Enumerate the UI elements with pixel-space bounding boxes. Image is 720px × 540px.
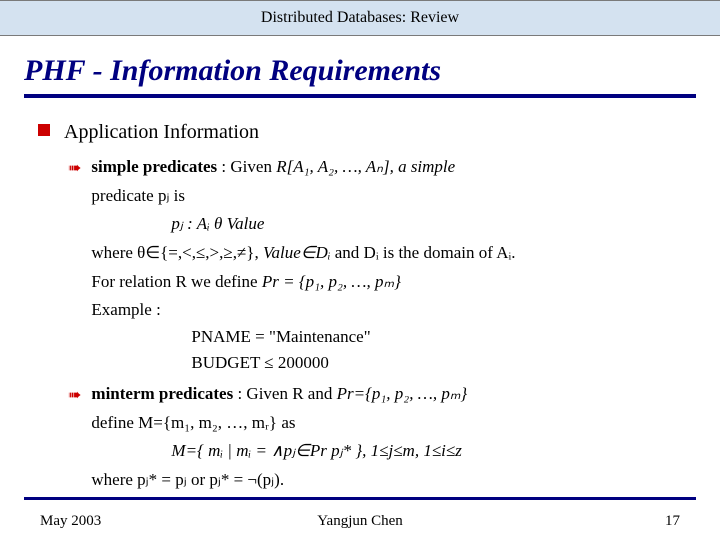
footer-line	[24, 497, 696, 500]
sub1-label: simple predicates	[91, 157, 217, 176]
footer-center: Yangjun Chen	[317, 513, 403, 530]
footer-right: 17	[665, 513, 680, 530]
sub1-ex2: BUDGET ≤ 200000	[191, 351, 682, 376]
sub-bullet-simple-predicates: ➠ simple predicates : Given R[A₁, A₂, …,…	[68, 155, 682, 376]
sub2-define: define M={m₁, m₂, …, mᵣ} as	[91, 411, 682, 436]
sub1-for-relation: For relation R we define Pr = {p₁, p₂, ……	[91, 270, 682, 295]
arrow-icon: ➠	[68, 384, 81, 407]
sub2-content: minterm predicates : Given R and Pr={p₁,…	[91, 382, 682, 493]
sub1-formula: pⱼ : Aᵢ θ Value	[171, 212, 682, 237]
header-title: Distributed Databases: Review	[261, 9, 459, 27]
slide-content: Application Information ➠ simple predica…	[0, 98, 720, 493]
slide-title: PHF - Information Requirements	[0, 36, 720, 94]
sub1-ex1: PNAME = "Maintenance"	[191, 325, 682, 350]
sub1-relation: R[A₁, A₂, …, Aₙ], a simple	[276, 157, 455, 176]
main-bullet-row: Application Information	[38, 118, 682, 147]
sub1-example-label: Example :	[91, 298, 682, 323]
sub2-prset: Pr={p₁, p₂, …, pₘ}	[337, 384, 468, 403]
sub1-where: where θ∈{=,<,≤,>,≥,≠}, Value∈Dᵢ and Dᵢ i…	[91, 241, 682, 266]
sub2-label: minterm predicates	[91, 384, 233, 403]
sub1-content: simple predicates : Given R[A₁, A₂, …, A…	[91, 155, 682, 376]
sub1-predicate-line: predicate pⱼ is	[91, 184, 682, 209]
sub2-mset: M={ mᵢ | mᵢ = ∧pⱼ∈Pr pⱼ* }, 1≤j≤m, 1≤i≤z	[171, 439, 682, 464]
sub1-given: : Given	[217, 157, 276, 176]
sub-bullet-minterm-predicates: ➠ minterm predicates : Given R and Pr={p…	[68, 382, 682, 493]
sub2-where: where pⱼ* = pⱼ or pⱼ* = ¬(pⱼ).	[91, 468, 682, 493]
arrow-icon: ➠	[68, 157, 81, 180]
main-bullet-text: Application Information	[64, 118, 259, 147]
sub2-given: : Given R and	[233, 384, 336, 403]
footer: May 2003 Yangjun Chen 17	[0, 513, 720, 530]
header-bar: Distributed Databases: Review	[0, 0, 720, 36]
red-square-icon	[38, 124, 50, 136]
footer-left: May 2003	[40, 513, 101, 530]
